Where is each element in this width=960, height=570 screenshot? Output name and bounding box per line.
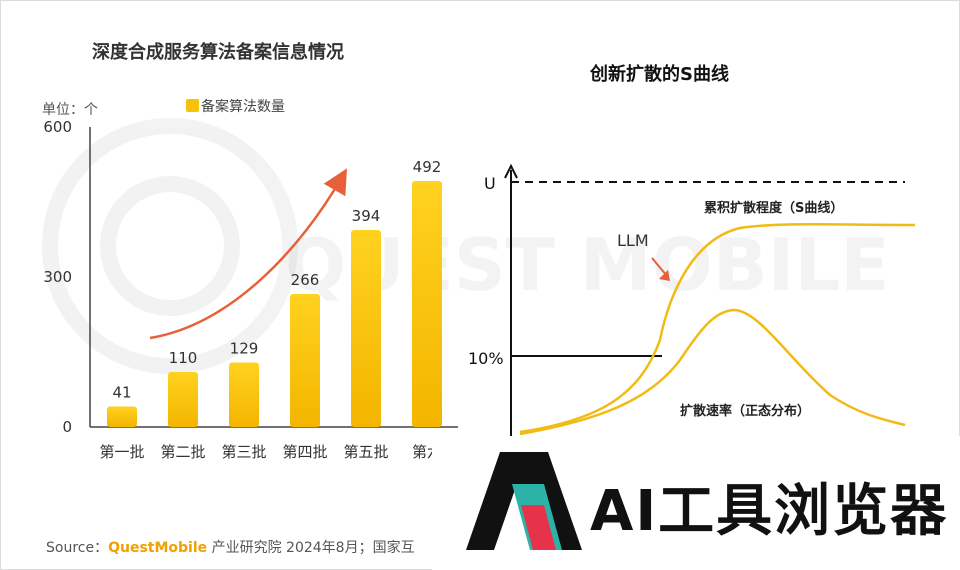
right-chart-title: 创新扩散的S曲线	[590, 64, 729, 85]
bar-value-label: 41	[112, 384, 131, 402]
logo-a-left-stroke	[466, 452, 528, 550]
watermark-text: QUEST MOBILE	[285, 223, 889, 307]
bar	[229, 362, 259, 427]
bar	[290, 294, 320, 427]
s-curve-line	[519, 223, 916, 434]
x-tick-label: 第五批	[343, 443, 388, 461]
logo-text: AI工具浏览器	[590, 479, 949, 544]
x-tick-label: 第三批	[221, 443, 266, 461]
source-prefix: Source：	[46, 540, 109, 556]
bell-curve-label: 扩散速率（正态分布）	[680, 403, 810, 419]
x-tick-label: 第一批	[99, 443, 144, 461]
ten-percent-label: 10%	[468, 349, 504, 368]
watermark-ring	[42, 118, 298, 374]
growth-arrow	[149, 168, 347, 340]
bar-value-label: 394	[352, 207, 381, 225]
bar	[168, 372, 198, 427]
unit-label: 单位：个	[42, 102, 98, 118]
x-tick-label: 第二批	[160, 443, 205, 461]
bar-value-label: 266	[291, 271, 320, 289]
bell-curve-line	[519, 308, 906, 436]
bar	[412, 181, 442, 427]
y-tick-label: 0	[62, 418, 72, 436]
llm-label: LLM	[617, 231, 649, 250]
logo-a-red	[521, 505, 556, 550]
bar-value-label: 492	[413, 158, 442, 176]
y-tick-label: 600	[43, 118, 72, 136]
watermark-ring-inner	[100, 176, 240, 316]
s-y-axis-arrow-icon	[504, 163, 518, 179]
u-label: U	[484, 174, 496, 193]
bar	[107, 406, 137, 427]
y-tick-label: 300	[43, 268, 72, 286]
source-rest: 产业研究院 2024年8月；国家互	[207, 540, 415, 556]
llm-pointer-line	[651, 257, 668, 277]
bar-value-label: 129	[230, 340, 259, 358]
bar	[351, 230, 381, 427]
llm-pointer-arrow-icon	[659, 270, 670, 281]
legend-swatch	[186, 99, 199, 112]
legend-label: 备案算法数量	[201, 99, 285, 115]
source-footer: Source：QuestMobile 产业研究院 2024年8月；国家互	[46, 537, 415, 557]
legend: 备案算法数量	[186, 96, 285, 116]
s-curve-label: 累积扩散程度（S曲线）	[704, 200, 843, 216]
left-chart-title: 深度合成服务算法备案信息情况	[92, 42, 344, 63]
x-tick-label: 第四批	[282, 443, 327, 461]
bar-value-label: 110	[169, 349, 198, 367]
source-brand: QuestMobile	[108, 540, 208, 556]
